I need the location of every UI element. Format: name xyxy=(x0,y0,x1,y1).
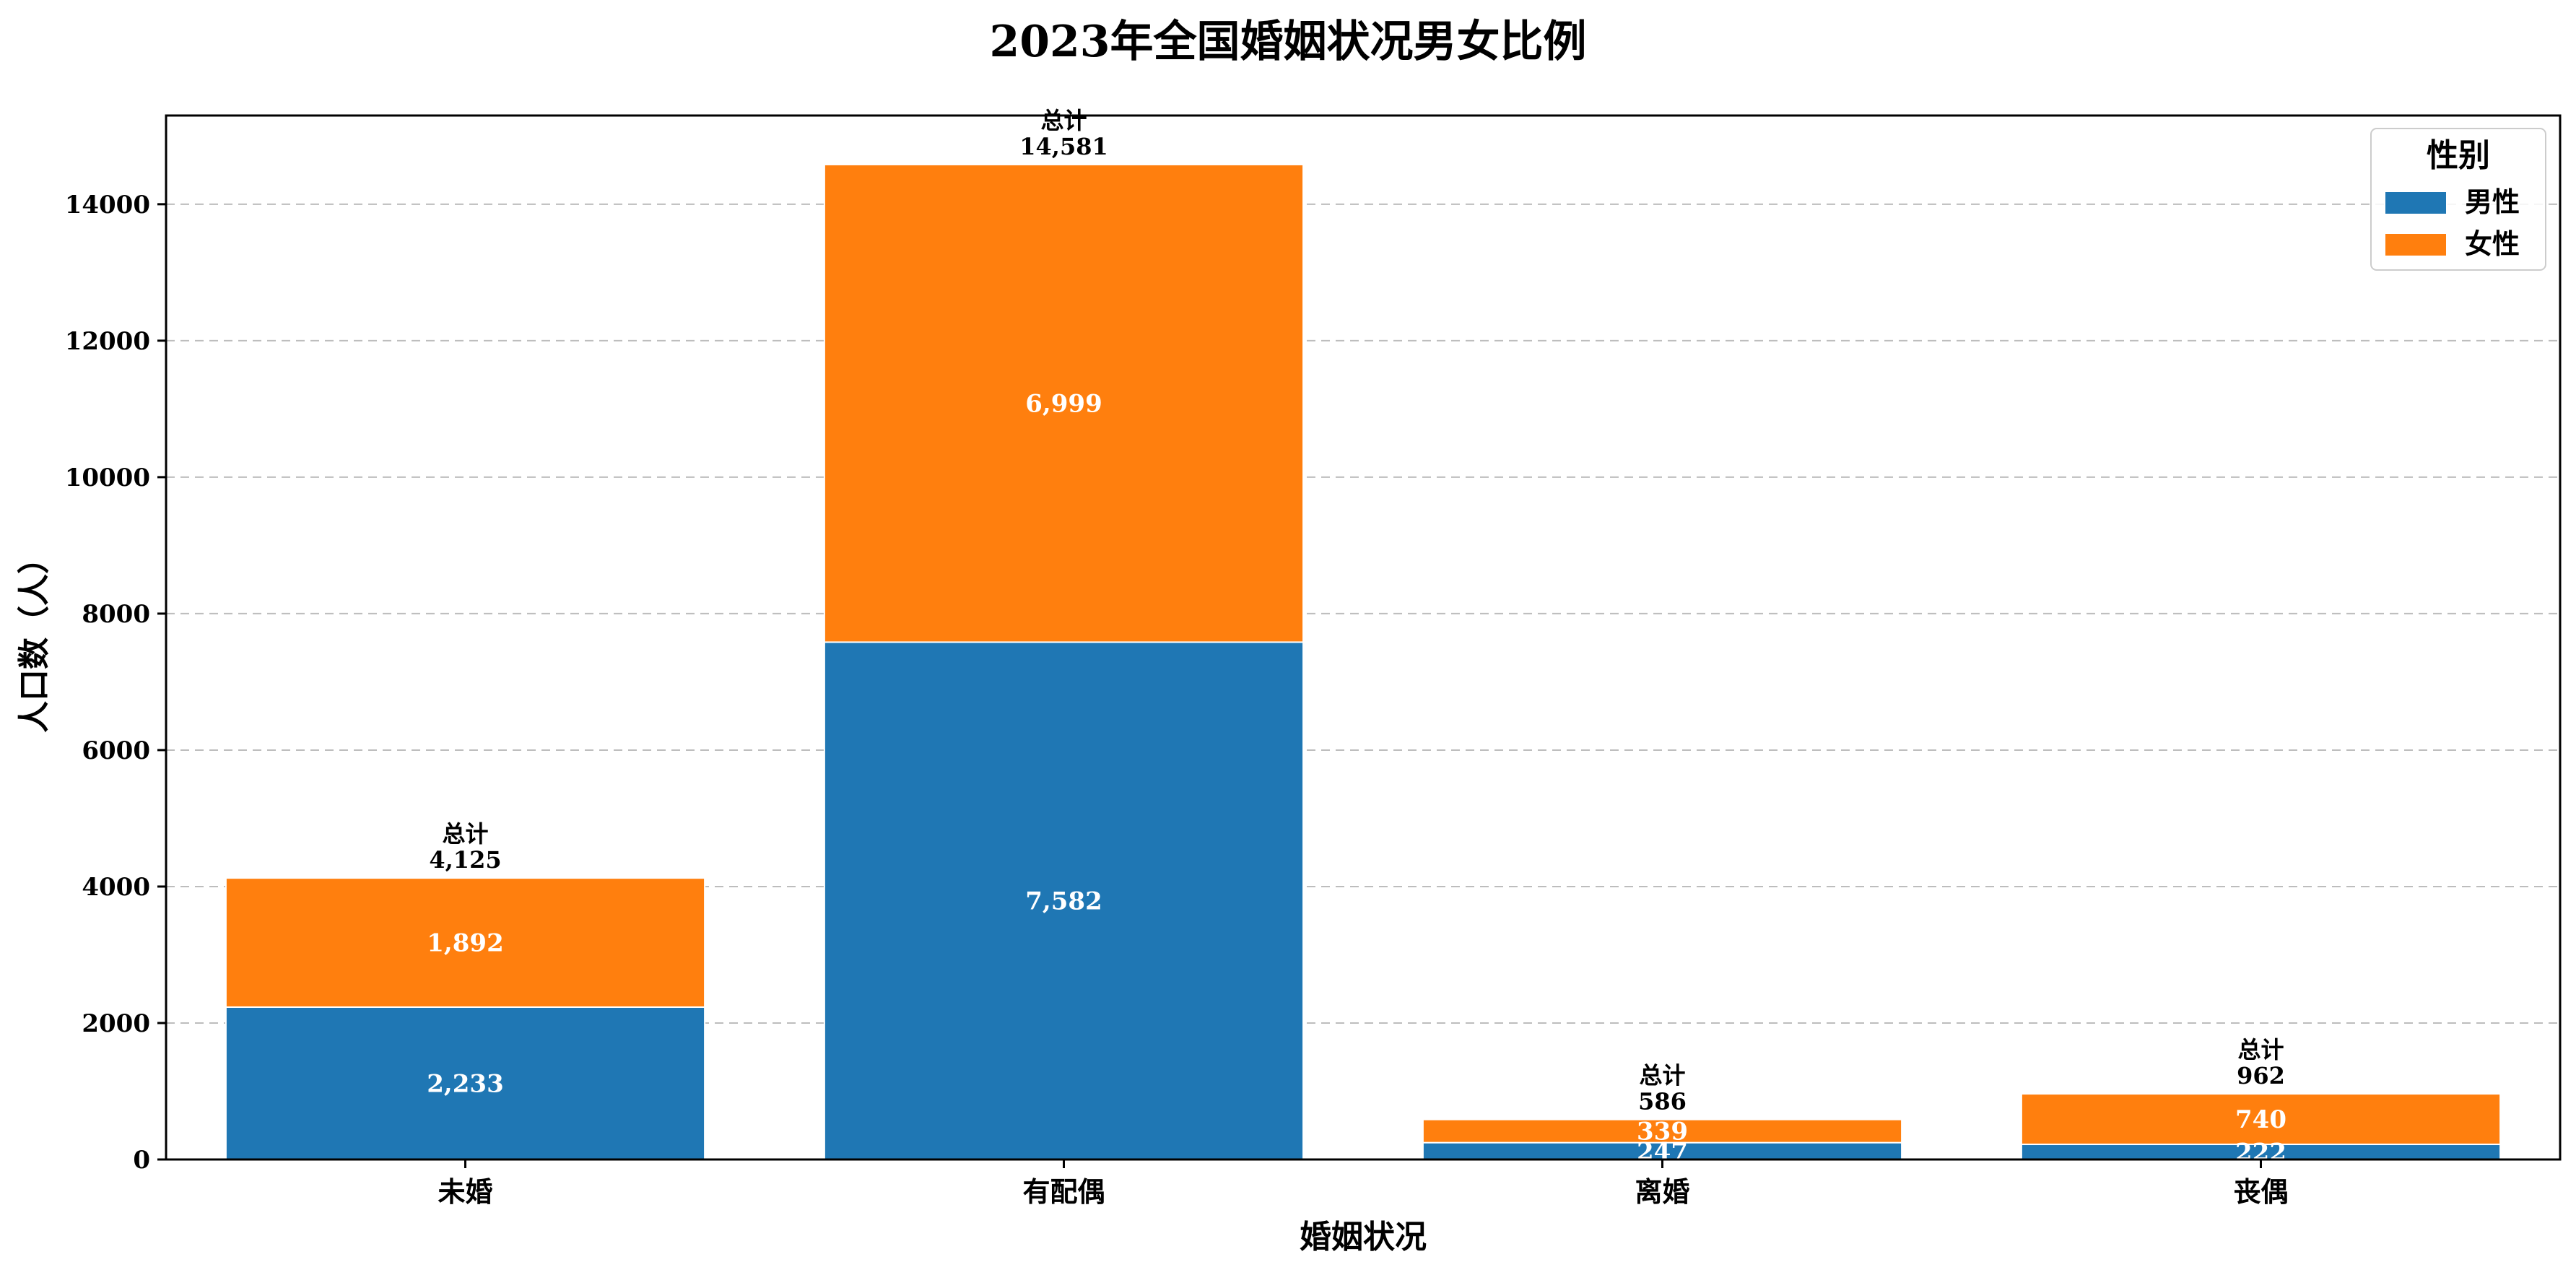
y-tick-label: 6000 xyxy=(82,736,150,765)
bar-value-label: 740 xyxy=(2235,1105,2286,1134)
y-tick-label: 10000 xyxy=(65,464,150,492)
bar-segment xyxy=(823,641,1305,1160)
x-tick-label: 未婚 xyxy=(438,1175,492,1208)
y-tick-label: 0 xyxy=(133,1146,150,1175)
legend-label: 男性 xyxy=(2465,186,2520,218)
total-value-label: 962 xyxy=(2237,1062,2285,1089)
legend-swatch xyxy=(2385,234,2446,256)
legend-title: 性别 xyxy=(2427,137,2490,174)
y-tick-label: 4000 xyxy=(82,873,150,902)
total-prefix-label: 总计 xyxy=(1040,107,1087,134)
y-tick-label: 12000 xyxy=(65,327,150,356)
x-tick-label: 有配偶 xyxy=(1022,1175,1105,1208)
total-prefix-label: 总计 xyxy=(1639,1062,1685,1089)
bar-segment xyxy=(1422,1118,1903,1144)
bar-value-label: 1,892 xyxy=(427,929,503,958)
x-axis: 未婚 有配偶 离婚 丧偶 xyxy=(438,1159,2289,1208)
bar-value-label: 2,233 xyxy=(427,1069,503,1098)
bar-value-label: 339 xyxy=(1637,1118,1688,1146)
bar-segment xyxy=(2020,1093,2502,1146)
x-tick-label: 离婚 xyxy=(1635,1175,1689,1208)
y-tick-label: 8000 xyxy=(82,600,150,629)
bar-segment xyxy=(225,877,706,1008)
grid-lines xyxy=(166,203,2560,1024)
legend-label: 女性 xyxy=(2465,227,2520,260)
total-value-label: 14,581 xyxy=(1019,133,1108,160)
chart-title: 2023年全国婚姻状况男女比例 xyxy=(990,17,1587,67)
bar-value-label: 6,999 xyxy=(1025,390,1102,419)
total-prefix-label: 总计 xyxy=(2237,1036,2284,1063)
y-tick-label: 2000 xyxy=(82,1009,150,1038)
bars xyxy=(225,163,2502,1161)
x-axis-label: 婚姻状况 xyxy=(1300,1219,1427,1256)
plot-frame xyxy=(165,114,2562,1161)
total-value-label: 4,125 xyxy=(429,846,501,874)
bar-segment xyxy=(225,1006,706,1160)
legend-swatch xyxy=(2385,192,2446,214)
x-tick-label: 丧偶 xyxy=(2233,1175,2288,1208)
bar-segment xyxy=(823,163,1305,643)
y-axis-label: 人口数（人） xyxy=(16,542,53,733)
y-tick-label: 14000 xyxy=(65,191,150,219)
bar-value-label: 7,582 xyxy=(1025,887,1102,916)
total-value-label: 586 xyxy=(1638,1088,1687,1115)
total-prefix-label: 总计 xyxy=(442,820,488,848)
y-axis: 0 2000 4000 6000 8000 10000 12000 14000 xyxy=(65,191,166,1175)
